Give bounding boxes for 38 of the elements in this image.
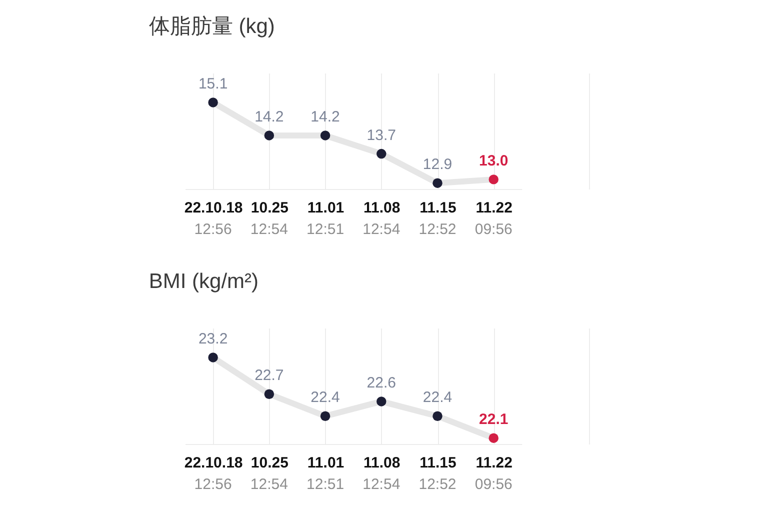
point (320, 411, 330, 421)
data-label: 14.2 (310, 108, 340, 126)
data-label: 12.9 (422, 156, 452, 174)
point (376, 148, 386, 159)
category-label: 22.10.18 12:56 (184, 454, 243, 493)
data-label: 13.7 (366, 126, 396, 144)
category-label: 10.25 12:54 (250, 454, 288, 493)
data-label: 22.6 (366, 374, 396, 392)
data-label: 22.7 (254, 367, 284, 384)
category-label: 11.15 12:52 (418, 454, 456, 493)
data-label: 13.0 (479, 152, 508, 170)
point (320, 130, 330, 140)
point (208, 352, 218, 362)
point (208, 98, 218, 108)
data-label: 22.4 (310, 389, 340, 406)
point (264, 389, 274, 399)
point (432, 178, 442, 188)
data-label: 15.1 (198, 75, 228, 92)
category-label: 11.08 12:54 (362, 454, 400, 493)
point (488, 174, 498, 184)
category-label: 10.25 12:54 (250, 200, 288, 238)
point (488, 433, 498, 443)
chart-title: 体脂肪量 (kg) (148, 15, 275, 38)
data-label: 22.1 (479, 411, 508, 428)
category-label: 11.08 12:54 (362, 200, 400, 238)
category-label: 11.22 09:56 (474, 454, 512, 493)
category-label: 11.01 12:51 (306, 454, 344, 493)
category-label: 11.15 12:52 (418, 200, 456, 238)
category-label: 11.22 09:56 (474, 200, 512, 238)
point (376, 396, 386, 406)
data-label: 23.2 (198, 330, 228, 348)
data-label: 14.2 (254, 108, 284, 126)
point (264, 130, 274, 140)
category-label: 11.01 12:51 (306, 200, 344, 238)
category-label: 22.10.18 12:56 (184, 200, 243, 238)
point (432, 411, 442, 421)
chart-title: BMI (kg/m²) (148, 270, 259, 293)
data-label: 22.4 (422, 389, 452, 406)
